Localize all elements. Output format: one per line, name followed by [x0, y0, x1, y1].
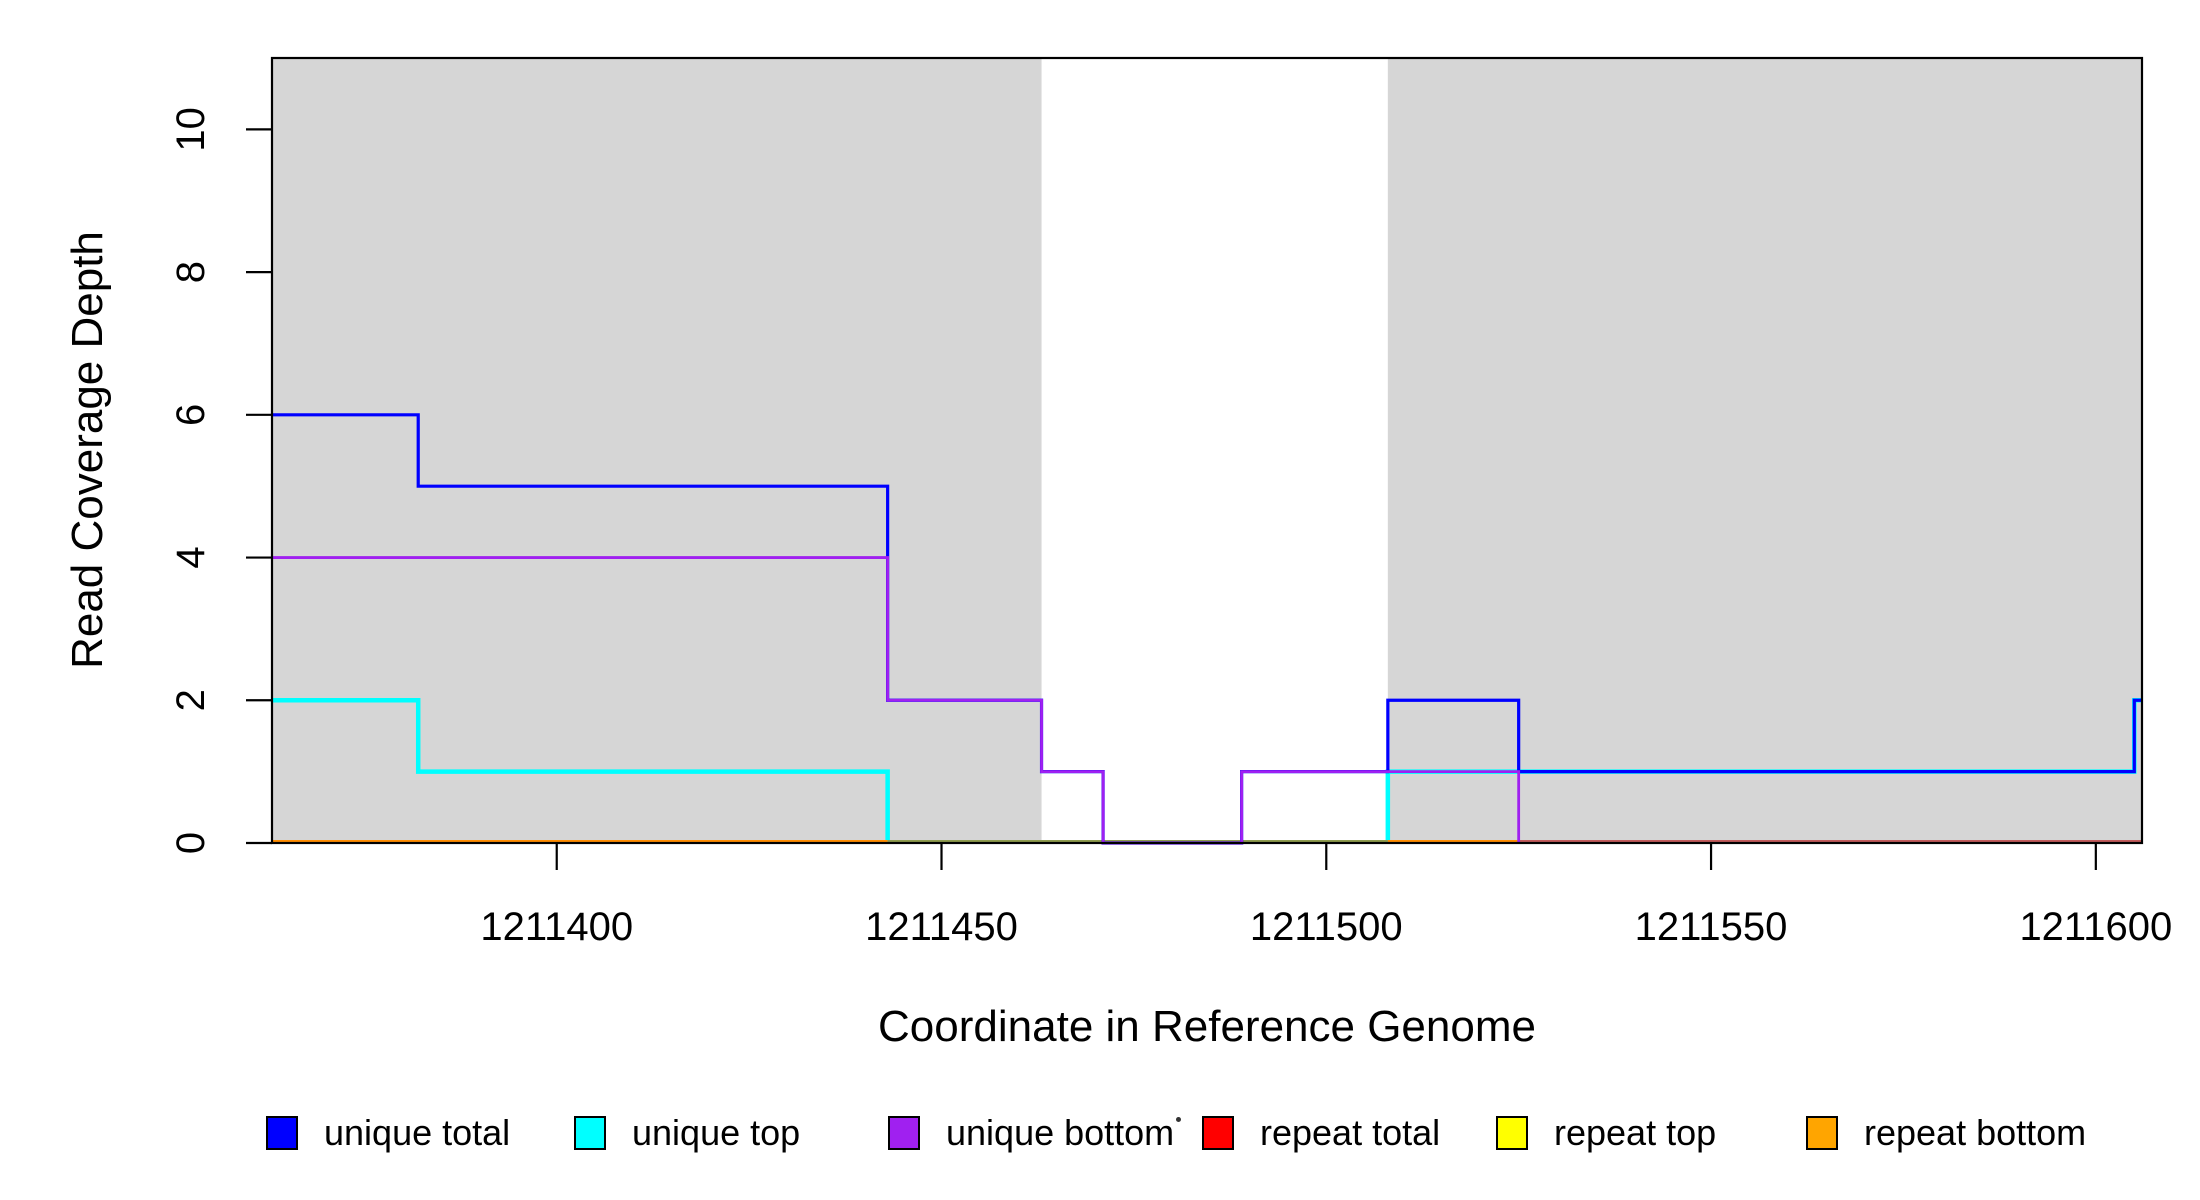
- y-axis-tick-label: 6: [169, 404, 213, 426]
- y-axis-tick-label: 4: [169, 546, 213, 568]
- y-axis-tick-label: 8: [169, 261, 213, 283]
- plot-box-border: [270, 56, 2144, 845]
- x-axis-title: Coordinate in Reference Genome: [878, 1002, 1536, 1051]
- y-axis-title: Read Coverage Depth: [63, 231, 112, 669]
- repeat-region-shading: [1387, 58, 2142, 843]
- y-axis-tick-label: 0: [169, 832, 213, 854]
- stray-dot-mark: [1176, 1117, 1181, 1122]
- y-axis-tick-label: 2: [169, 689, 213, 711]
- repeat-region-shading: [272, 58, 1042, 843]
- series-line-unique-bottom: [272, 556, 1521, 845]
- x-axis-tick-label: 1211450: [865, 905, 1018, 949]
- y-axis-tick-label: 10: [169, 107, 213, 152]
- x-axis-tick-label: 1211550: [1635, 905, 1788, 949]
- x-axis-tick-label: 1211400: [480, 905, 633, 949]
- x-axis-tick-label: 1211500: [1250, 905, 1403, 949]
- x-axis-tick-label: 1211600: [2019, 905, 2172, 949]
- series-line-unique-top: [272, 698, 890, 843]
